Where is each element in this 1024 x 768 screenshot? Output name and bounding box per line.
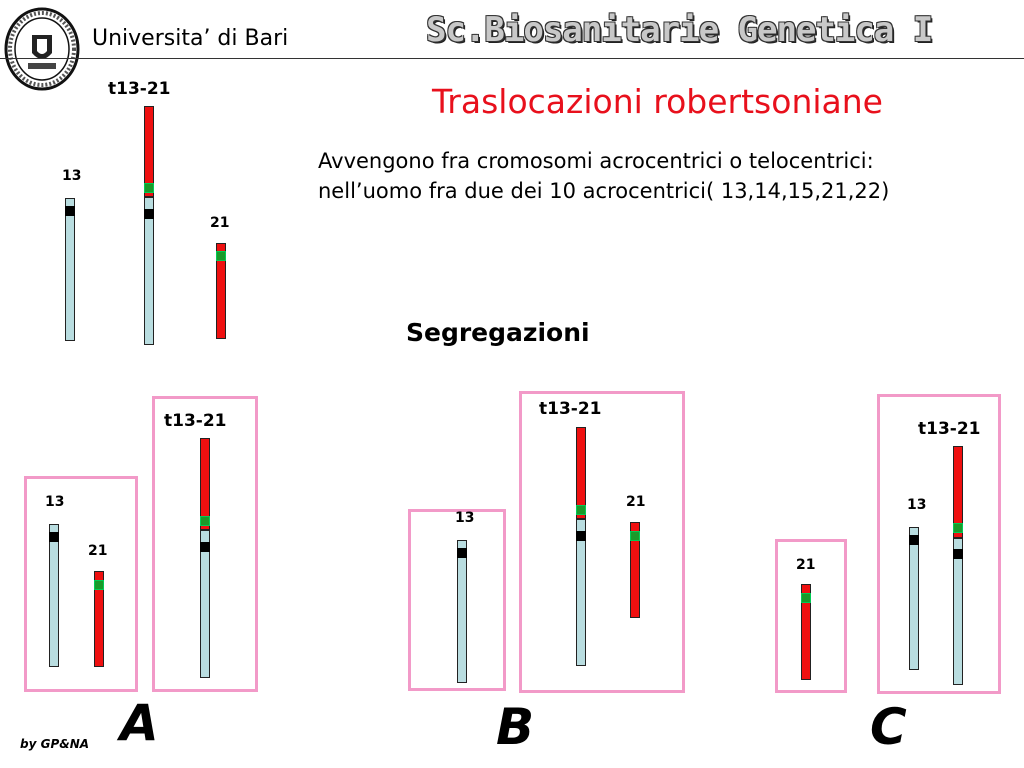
top-chromosome-21 xyxy=(216,243,226,339)
top-translocation-red-arm xyxy=(144,106,154,197)
b-label-21: 21 xyxy=(626,494,646,510)
b-chromosome-13 xyxy=(457,540,467,683)
option-b-letter: B xyxy=(496,698,535,756)
author-credit: by GP&NA xyxy=(20,737,90,751)
option-a-box-right xyxy=(152,396,258,692)
c-translocation-blue-arm xyxy=(953,538,963,685)
c-chromosome-21 xyxy=(801,584,811,680)
university-seal-logo xyxy=(4,7,80,91)
option-c-box-right xyxy=(877,394,1001,694)
a-translocation-centromere-21 xyxy=(200,516,210,526)
b-translocation-red-arm xyxy=(576,427,586,519)
option-a-box-left xyxy=(24,476,138,692)
top-label-13: 13 xyxy=(62,168,82,184)
a-label-t13-21: t13-21 xyxy=(164,411,227,431)
c-translocation-red-arm xyxy=(953,446,963,538)
a-translocation-centromere-13 xyxy=(200,542,210,552)
top-centromere-13 xyxy=(65,206,75,216)
a-translocation-blue-arm xyxy=(200,530,210,678)
a-label-21: 21 xyxy=(88,543,108,559)
b-centromere-21 xyxy=(630,531,640,541)
option-b-box-right xyxy=(519,391,685,693)
b-label-13: 13 xyxy=(455,510,475,526)
segregation-title: Segregazioni xyxy=(406,318,590,347)
b-translocation-blue-arm xyxy=(576,519,586,666)
a-label-13: 13 xyxy=(45,494,65,510)
description-line-1: Avvengono fra cromosomi acrocentrici o t… xyxy=(318,149,874,173)
b-label-t13-21: t13-21 xyxy=(539,399,602,419)
a-translocation-red-arm xyxy=(200,438,210,530)
option-c-letter: C xyxy=(870,698,907,756)
top-centromere-21 xyxy=(216,251,226,261)
top-translocation-centromere-13 xyxy=(144,209,154,219)
b-translocation-centromere-21 xyxy=(576,505,586,515)
c-translocation-centromere-21 xyxy=(953,523,963,533)
top-translocation-centromere-21 xyxy=(144,183,154,193)
header-divider xyxy=(0,58,1024,59)
b-translocation-centromere-13 xyxy=(576,531,586,541)
c-label-t13-21: t13-21 xyxy=(918,419,981,439)
c-centromere-21 xyxy=(801,593,811,603)
course-name: Sc.Biosanitarie Genetica I xyxy=(426,10,933,50)
top-label-21: 21 xyxy=(210,215,230,231)
option-a-letter: A xyxy=(120,694,159,752)
b-chromosome-21 xyxy=(630,522,640,618)
university-name: Universita’ di Bari xyxy=(92,26,289,51)
top-chromosome-13 xyxy=(65,198,75,341)
a-centromere-21 xyxy=(94,580,104,590)
c-translocation-centromere-13 xyxy=(953,549,963,559)
b-centromere-13 xyxy=(457,548,467,558)
a-centromere-13 xyxy=(49,532,59,542)
slide-title: Traslocazioni robertsoniane xyxy=(432,82,883,121)
c-centromere-13 xyxy=(909,535,919,545)
option-b-box-left xyxy=(408,509,506,691)
top-translocation-blue-arm xyxy=(144,197,154,345)
a-chromosome-13 xyxy=(49,524,59,667)
c-label-13: 13 xyxy=(907,497,927,513)
top-label-t13-21: t13-21 xyxy=(108,79,171,99)
a-chromosome-21 xyxy=(94,571,104,667)
description-line-2: nell’uomo fra due dei 10 acrocentrici( 1… xyxy=(318,179,890,203)
c-chromosome-13 xyxy=(909,527,919,670)
c-label-21: 21 xyxy=(796,557,816,573)
option-c-box-left xyxy=(775,539,847,693)
description: Avvengono fra cromosomi acrocentrici o t… xyxy=(318,146,889,206)
